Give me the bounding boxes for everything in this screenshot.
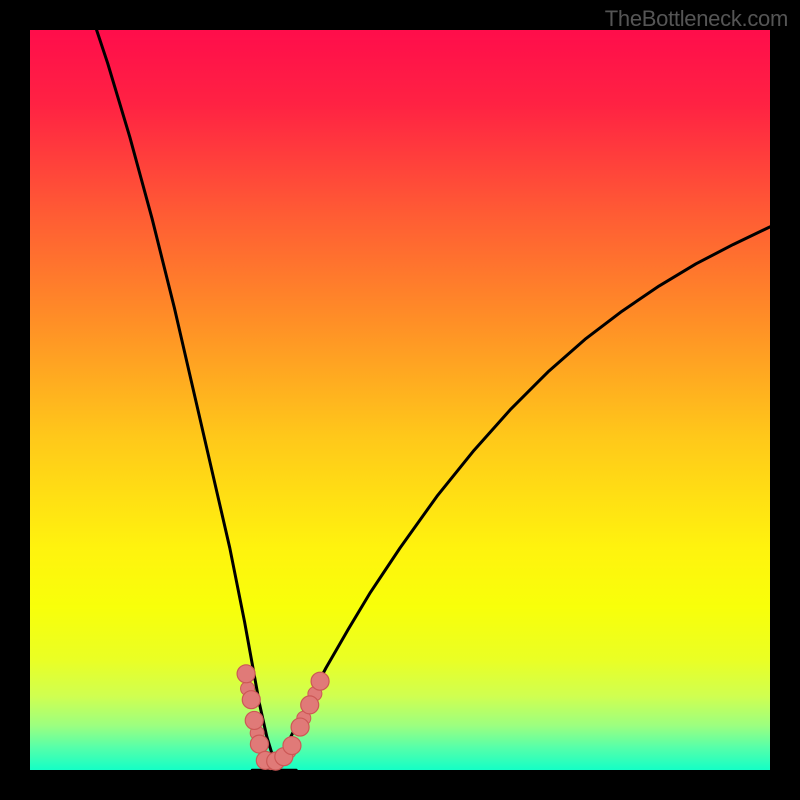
bottleneck-curve-chart: [0, 0, 800, 800]
watermark-text: TheBottleneck.com: [605, 6, 788, 32]
chart-container: TheBottleneck.com: [0, 0, 800, 800]
